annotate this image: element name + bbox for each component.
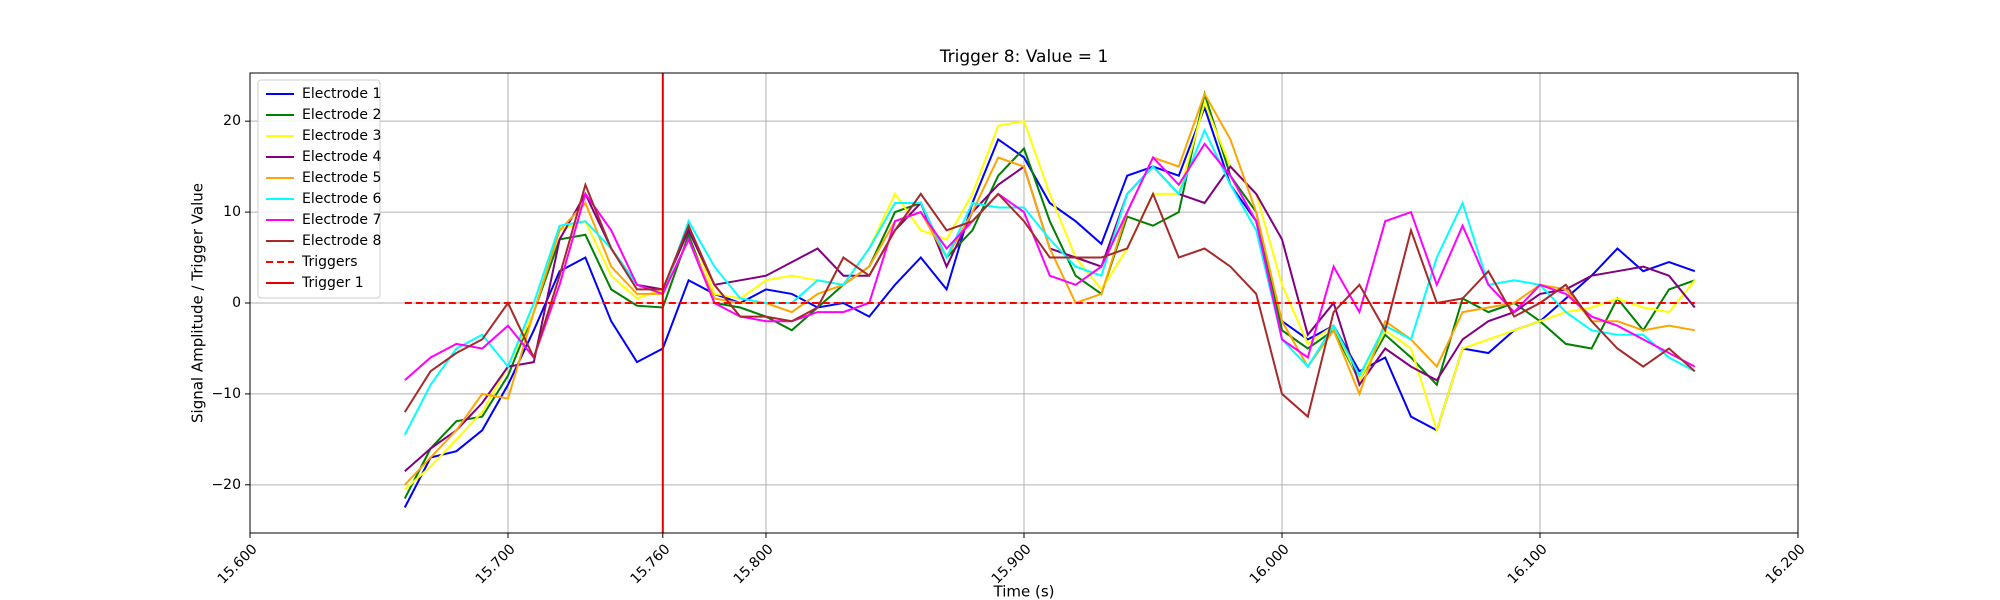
legend-label: Trigger 1	[301, 275, 364, 291]
legend-label: Triggers	[301, 254, 358, 270]
y-tick-label: 10	[223, 204, 241, 220]
legend-label: Electrode 6	[302, 191, 381, 207]
x-tick-label: 15.700	[473, 541, 519, 587]
x-tick-label: 15.900	[989, 541, 1035, 587]
x-tick-label: 15.800	[731, 541, 777, 587]
legend-label: Electrode 4	[302, 149, 381, 165]
y-tick-label: 20	[223, 113, 241, 129]
x-tick-label: 16.200	[1763, 541, 1809, 587]
series-line	[403, 104, 1696, 508]
legend-label: Electrode 8	[302, 233, 381, 249]
x-tick-label: 15.760	[627, 541, 673, 587]
plot-frame	[249, 72, 1799, 534]
series-line	[404, 142, 1696, 382]
legend-label: Electrode 3	[302, 128, 381, 144]
series-line	[404, 91, 1695, 486]
x-tick-label: 15.600	[215, 541, 261, 587]
y-tick-label: −10	[211, 386, 241, 402]
x-tick-label: 16.100	[1505, 541, 1551, 587]
chart-title: Trigger 8: Value = 1	[939, 47, 1109, 67]
x-axis-label: Time (s)	[993, 583, 1055, 600]
legend-label: Electrode 1	[302, 86, 381, 102]
y-tick-label: −20	[211, 477, 241, 493]
legend-label: Electrode 2	[302, 107, 381, 123]
legend-box	[257, 79, 381, 299]
y-axis-label: Signal Amplitude / Trigger Value	[189, 183, 207, 423]
series-line	[404, 99, 1696, 491]
legend-label: Electrode 5	[302, 170, 381, 186]
series-line	[403, 181, 1696, 419]
series-line	[403, 90, 1696, 499]
x-tick-label: 16.000	[1247, 541, 1293, 587]
legend-label: Electrode 7	[302, 212, 381, 228]
y-tick-label: 0	[232, 295, 241, 311]
series-line	[403, 127, 1696, 436]
